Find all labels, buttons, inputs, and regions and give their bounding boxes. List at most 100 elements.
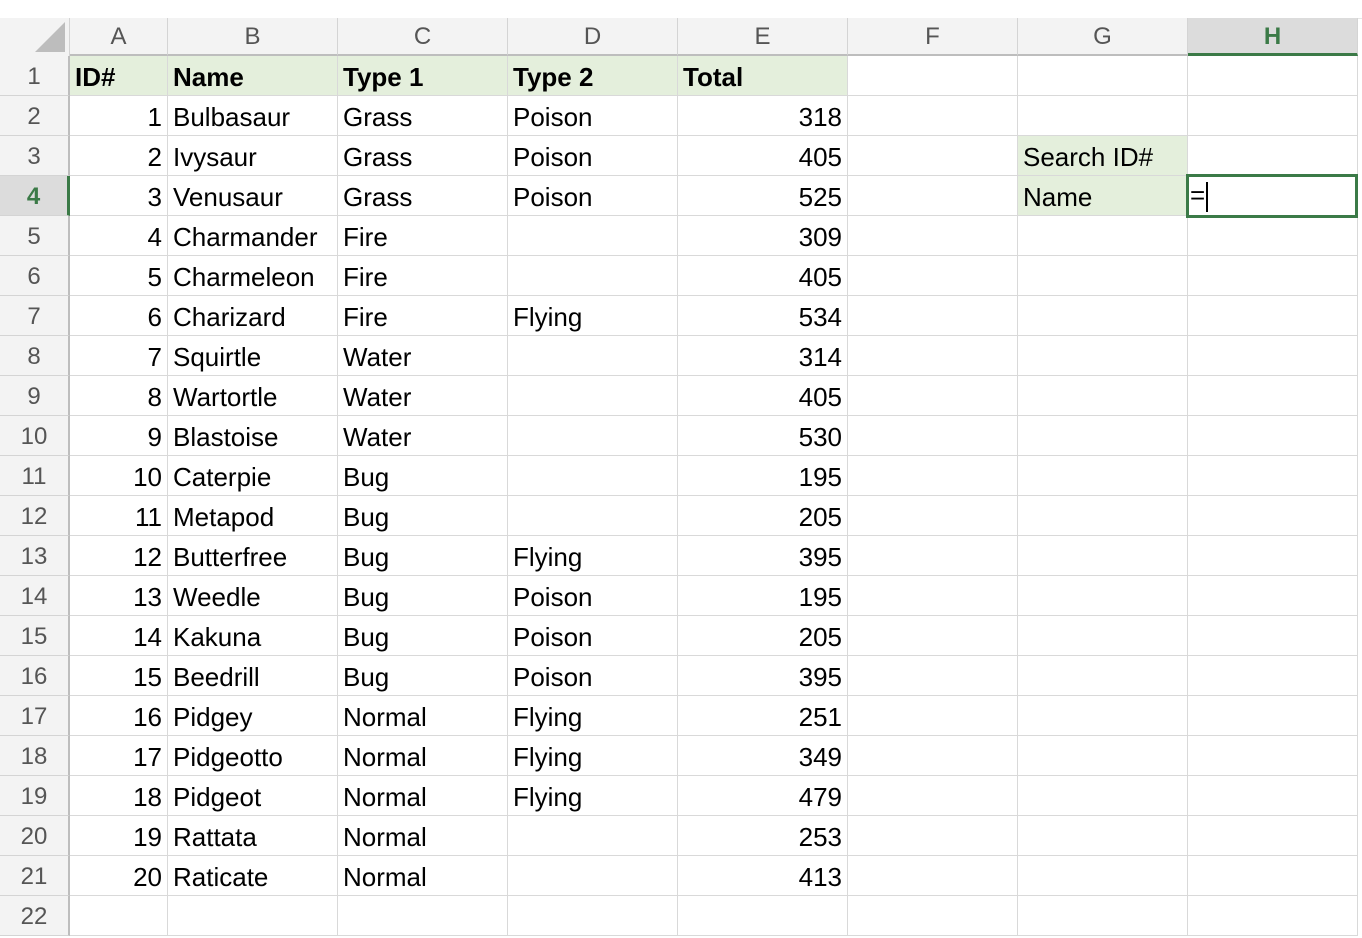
cell-B6[interactable]: Charmeleon [168,256,338,296]
row-header-20[interactable]: 20 [0,816,70,856]
cell-F18[interactable] [848,736,1018,776]
cell-C9[interactable]: Water [338,376,508,416]
cell-E12[interactable]: 205 [678,496,848,536]
cell-D13[interactable]: Flying [508,536,678,576]
cell-A20[interactable]: 19 [70,816,168,856]
cell-B15[interactable]: Kakuna [168,616,338,656]
cell-E17[interactable]: 251 [678,696,848,736]
cell-H10[interactable] [1188,416,1358,456]
cell-H7[interactable] [1188,296,1358,336]
cell-H8[interactable] [1188,336,1358,376]
cell-C3[interactable]: Grass [338,136,508,176]
cell-C5[interactable]: Fire [338,216,508,256]
cell-G19[interactable] [1018,776,1188,816]
cell-F7[interactable] [848,296,1018,336]
cell-F20[interactable] [848,816,1018,856]
cell-F1[interactable] [848,56,1018,96]
column-header-f[interactable]: F [848,18,1018,56]
cell-A8[interactable]: 7 [70,336,168,376]
cell-H18[interactable] [1188,736,1358,776]
row-header-15[interactable]: 15 [0,616,70,656]
cell-D12[interactable] [508,496,678,536]
cell-B16[interactable]: Beedrill [168,656,338,696]
cell-E21[interactable]: 413 [678,856,848,896]
cell-G9[interactable] [1018,376,1188,416]
row-header-7[interactable]: 7 [0,296,70,336]
cell-E16[interactable]: 395 [678,656,848,696]
cell-B18[interactable]: Pidgeotto [168,736,338,776]
cell-D21[interactable] [508,856,678,896]
cell-C17[interactable]: Normal [338,696,508,736]
cell-G13[interactable] [1018,536,1188,576]
cell-G16[interactable] [1018,656,1188,696]
cell-C16[interactable]: Bug [338,656,508,696]
cell-F10[interactable] [848,416,1018,456]
cell-H20[interactable] [1188,816,1358,856]
cell-G1[interactable] [1018,56,1188,96]
cell-E6[interactable]: 405 [678,256,848,296]
cell-H14[interactable] [1188,576,1358,616]
row-header-8[interactable]: 8 [0,336,70,376]
cell-C19[interactable]: Normal [338,776,508,816]
cell-A7[interactable]: 6 [70,296,168,336]
column-header-a[interactable]: A [70,18,168,56]
column-header-b[interactable]: B [168,18,338,56]
cell-G7[interactable] [1018,296,1188,336]
cell-H16[interactable] [1188,656,1358,696]
cell-B19[interactable]: Pidgeot [168,776,338,816]
cell-H3[interactable] [1188,136,1358,176]
cell-B11[interactable]: Caterpie [168,456,338,496]
cell-A9[interactable]: 8 [70,376,168,416]
cell-G17[interactable] [1018,696,1188,736]
cell-G10[interactable] [1018,416,1188,456]
cell-E9[interactable]: 405 [678,376,848,416]
row-header-3[interactable]: 3 [0,136,70,176]
cell-F15[interactable] [848,616,1018,656]
cell-F8[interactable] [848,336,1018,376]
cell-C22[interactable] [338,896,508,936]
cell-F5[interactable] [848,216,1018,256]
cell-D18[interactable]: Flying [508,736,678,776]
name-label[interactable]: Name [1018,176,1188,216]
cell-A19[interactable]: 18 [70,776,168,816]
cell-C4[interactable]: Grass [338,176,508,216]
cell-B20[interactable]: Rattata [168,816,338,856]
cell-D10[interactable] [508,416,678,456]
cell-B7[interactable]: Charizard [168,296,338,336]
cell-F21[interactable] [848,856,1018,896]
cell-E14[interactable]: 195 [678,576,848,616]
cell-H1[interactable] [1188,56,1358,96]
cell-B4[interactable]: Venusaur [168,176,338,216]
column-header-d[interactable]: D [508,18,678,56]
cell-A3[interactable]: 2 [70,136,168,176]
cell-H6[interactable] [1188,256,1358,296]
cell-F4[interactable] [848,176,1018,216]
cell-G18[interactable] [1018,736,1188,776]
cell-E19[interactable]: 479 [678,776,848,816]
cell-F9[interactable] [848,376,1018,416]
cell-E3[interactable]: 405 [678,136,848,176]
cell-B12[interactable]: Metapod [168,496,338,536]
cell-F3[interactable] [848,136,1018,176]
cell-C10[interactable]: Water [338,416,508,456]
cell-D6[interactable] [508,256,678,296]
cell-D2[interactable]: Poison [508,96,678,136]
cell-A13[interactable]: 12 [70,536,168,576]
cell-F2[interactable] [848,96,1018,136]
cell-F19[interactable] [848,776,1018,816]
cell-G20[interactable] [1018,816,1188,856]
row-header-16[interactable]: 16 [0,656,70,696]
cell-C8[interactable]: Water [338,336,508,376]
cell-C12[interactable]: Bug [338,496,508,536]
row-header-4[interactable]: 4 [0,176,70,216]
cell-G8[interactable] [1018,336,1188,376]
cell-E10[interactable]: 530 [678,416,848,456]
cell-H5[interactable] [1188,216,1358,256]
cell-H9[interactable] [1188,376,1358,416]
cell-A14[interactable]: 13 [70,576,168,616]
cell-H2[interactable] [1188,96,1358,136]
row-header-5[interactable]: 5 [0,216,70,256]
cell-D7[interactable]: Flying [508,296,678,336]
row-header-2[interactable]: 2 [0,96,70,136]
cell-A10[interactable]: 9 [70,416,168,456]
